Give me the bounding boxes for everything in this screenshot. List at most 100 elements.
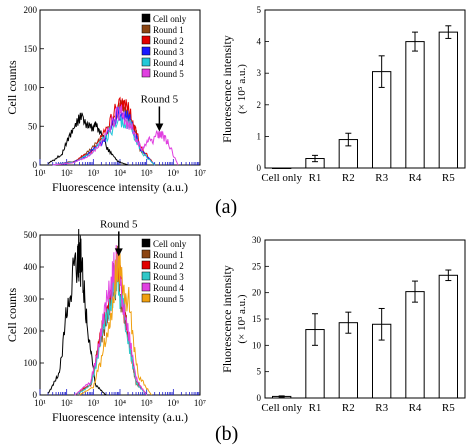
histogram-a-legend-label: Round 4 xyxy=(153,58,184,68)
histogram-b-legend-swatch xyxy=(141,260,151,270)
barchart-b-y-axis-label: Fluorescence intensity xyxy=(220,265,234,373)
histogram-a-x-tick-label: 10⁷ xyxy=(194,168,206,178)
barchart-b-y-tick-label: 5 xyxy=(257,367,262,377)
histogram-a-x-tick-label: 10² xyxy=(61,168,73,178)
histogram-a-x-tick-label: 10⁴ xyxy=(114,168,126,178)
barchart-a-x-tick-label: R5 xyxy=(442,172,455,184)
barchart-b-x-tick-label: Cell only xyxy=(261,402,302,414)
histogram-a-x-tick-label: 10⁶ xyxy=(167,168,179,178)
histogram-a-legend-label: Round 3 xyxy=(153,47,184,57)
histogram-b-x-axis-label: Fluorescence intensity (a.u.) xyxy=(52,410,188,424)
histogram-b-y-tick-label: 200 xyxy=(24,326,38,336)
histogram-b-legend-swatch xyxy=(141,293,151,303)
barchart-a-y-tick-label: 5 xyxy=(257,5,262,15)
histogram-b-y-tick-label: 500 xyxy=(24,230,38,240)
barchart-a-plot-frame xyxy=(264,9,466,169)
histogram-b-legend-swatch xyxy=(141,282,151,292)
histogram-b-legend-label: Round 3 xyxy=(153,272,184,282)
histogram-a-x-axis-label: Fluorescence intensity (a.u.) xyxy=(52,180,188,194)
barchart-b-bar xyxy=(338,322,358,399)
histogram-b-x-tick-label: 10⁵ xyxy=(141,398,153,408)
histogram-a-annotation-label: Round 5 xyxy=(141,93,179,105)
histogram-b-x-tick-label: 10² xyxy=(61,398,73,408)
histogram-a-x-tick-label: 10¹ xyxy=(34,168,46,178)
barchart-b-y-tick-label: 0 xyxy=(257,393,262,403)
barchart-b-y-tick-label: 20 xyxy=(252,288,262,298)
histogram-a-legend-swatch xyxy=(141,13,151,23)
barchart-b-y-axis-label-units: (× 10³ a.u.) xyxy=(236,294,248,344)
histogram-b-legend-label: Round 1 xyxy=(153,250,184,260)
histogram-a-y-tick-label: 150 xyxy=(24,44,38,54)
histogram-a-y-tick-label: 0 xyxy=(33,160,38,170)
barchart-a-y-tick-label: 4 xyxy=(257,37,262,47)
barchart-a-y-tick-label: 0 xyxy=(257,163,262,173)
histogram-a-y-tick-label: 50 xyxy=(28,121,38,131)
barchart-a-y-axis-label: Fluorescence intensity xyxy=(220,35,234,143)
barchart-b-x-tick-label: R5 xyxy=(442,402,455,414)
barchart-b-y-tick-label: 10 xyxy=(252,340,262,350)
barchart-b-x-tick-label: R2 xyxy=(342,402,355,414)
histogram-b-series-round-5 xyxy=(79,252,152,396)
histogram-a-series-cell-only xyxy=(47,112,129,166)
histogram-a-legend-swatch xyxy=(141,46,151,56)
histogram-b-x-tick-label: 10¹ xyxy=(34,398,46,408)
histogram-a-y-tick-label: 200 xyxy=(24,5,38,15)
histogram-b-y-axis-label: Cell counts xyxy=(5,288,19,343)
histogram-a-x-tick-label: 10³ xyxy=(87,168,99,178)
barchart-b-y-tick-label: 30 xyxy=(252,235,262,245)
barchart-b-y-tick-label: 15 xyxy=(252,314,262,324)
barchart-a-x-tick-label: R1 xyxy=(309,172,322,184)
barchart-b-x-tick-label: R4 xyxy=(409,402,422,414)
barchart-a-y-tick-label: 2 xyxy=(257,100,262,110)
histogram-b-y-tick-label: 0 xyxy=(33,390,38,400)
barchart-a-bar xyxy=(272,167,292,169)
barchart-b-y-tick-label: 25 xyxy=(252,261,262,271)
histogram-a-legend-label: Round 1 xyxy=(153,25,184,35)
histogram-a-legend-swatch xyxy=(141,24,151,34)
histogram-a-series-round-5 xyxy=(52,104,179,166)
panel-label-b: (b) xyxy=(215,423,239,445)
histogram-a-legend-label: Round 2 xyxy=(153,36,184,46)
histogram-a-legend-label: Cell only xyxy=(153,14,187,24)
barchart-a-x-tick-label: R2 xyxy=(342,172,355,184)
histogram-b-legend-swatch xyxy=(141,271,151,281)
barchart-b-bar xyxy=(438,274,458,399)
histogram-b-annotation-arrow-head xyxy=(114,248,123,257)
histogram-b-series-round-4 xyxy=(74,244,148,396)
barchart-a-y-axis-label-units: (× 10⁵ a.u.) xyxy=(236,64,248,114)
histogram-b-y-tick-label: 300 xyxy=(24,294,38,304)
histogram-b-y-tick-label: 400 xyxy=(24,262,38,272)
barchart-b-x-tick-label: R3 xyxy=(375,402,388,414)
histogram-a-series-round-2 xyxy=(52,96,156,166)
histogram-b-x-tick-label: 10⁷ xyxy=(194,398,206,408)
barchart-a-bar xyxy=(438,31,458,169)
barchart-a-y-tick-label: 1 xyxy=(257,131,262,141)
histogram-a-legend-swatch xyxy=(141,68,151,78)
barchart-b-plot-frame xyxy=(264,239,466,399)
barchart-a-x-tick-label: Cell only xyxy=(261,172,302,184)
panel-label-a: (a) xyxy=(215,196,238,218)
histogram-a-legend-swatch xyxy=(141,35,151,45)
histogram-b-legend-label: Cell only xyxy=(153,239,187,249)
barchart-b-x-tick-label: R1 xyxy=(309,402,322,414)
histogram-b-legend-label: Round 5 xyxy=(153,294,184,304)
histogram-a-y-tick-label: 100 xyxy=(24,83,38,93)
histogram-a-legend-label: Round 5 xyxy=(153,69,184,79)
histogram-b-y-tick-label: 100 xyxy=(24,358,38,368)
histogram-b-x-tick-label: 10⁶ xyxy=(167,398,179,408)
barchart-a-bar xyxy=(405,41,425,169)
histogram-b-legend-label: Round 2 xyxy=(153,261,184,271)
histogram-b-x-tick-label: 10³ xyxy=(87,398,99,408)
histogram-b-legend-swatch xyxy=(141,238,151,248)
histogram-b-x-tick-label: 10⁴ xyxy=(114,398,126,408)
histogram-b-legend-swatch xyxy=(141,249,151,259)
histogram-a-x-tick-label: 10⁵ xyxy=(141,168,153,178)
barchart-a-x-tick-label: R4 xyxy=(409,172,422,184)
barchart-a-y-tick-label: 3 xyxy=(257,68,262,78)
histogram-b-annotation-label: Round 5 xyxy=(100,218,138,230)
histogram-a-annotation-arrow-head xyxy=(155,123,164,132)
barchart-a-x-tick-label: R3 xyxy=(375,172,388,184)
histogram-a-y-axis-label: Cell counts xyxy=(5,60,19,115)
histogram-a-legend-swatch xyxy=(141,57,151,67)
